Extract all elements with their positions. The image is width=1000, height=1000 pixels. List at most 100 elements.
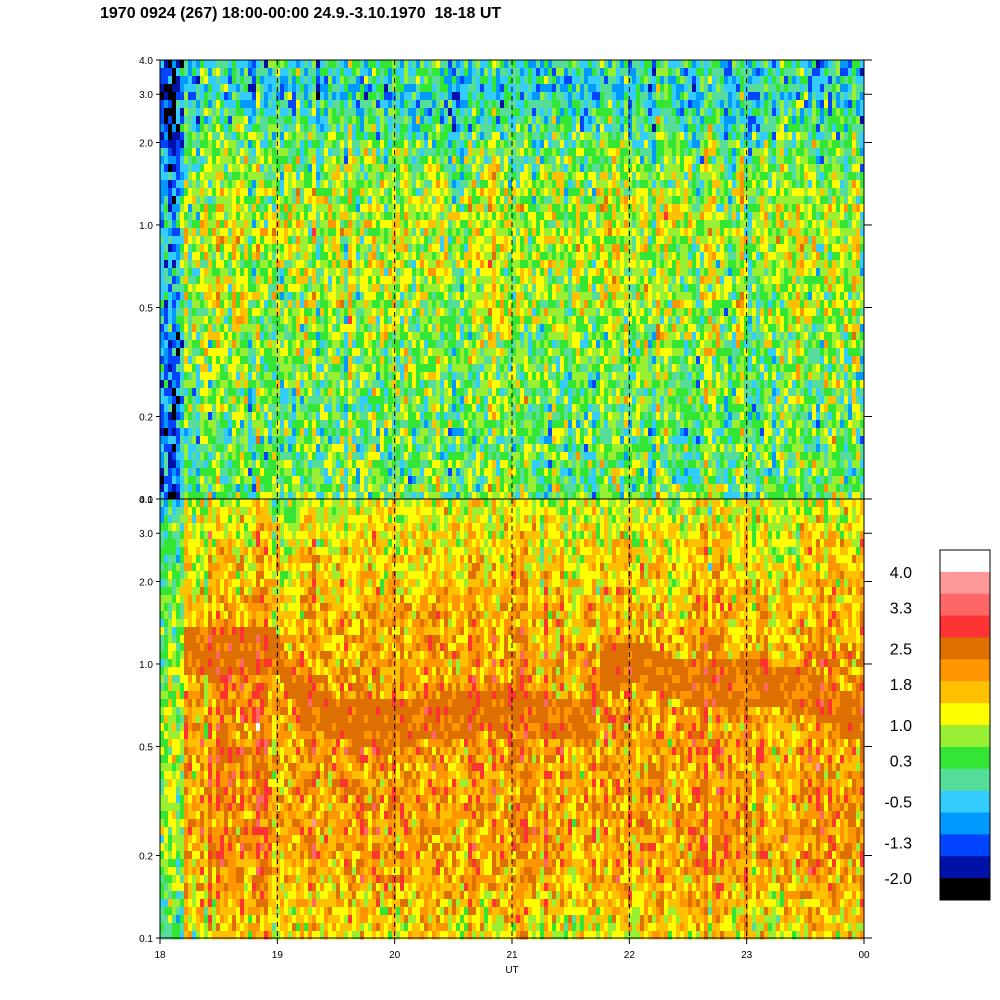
heatmap-cell	[364, 452, 369, 461]
heatmap-cell	[368, 212, 373, 221]
heatmap-cell	[508, 244, 513, 253]
heatmap-cell	[380, 348, 385, 357]
heatmap-cell	[432, 180, 437, 189]
heatmap-cell	[316, 84, 321, 93]
heatmap-cell	[232, 340, 237, 349]
heatmap-cell	[380, 492, 385, 501]
heatmap-cell	[368, 308, 373, 317]
heatmap-cell	[160, 468, 165, 477]
heatmap-cell	[488, 332, 493, 341]
heatmap-cell	[484, 212, 489, 221]
heatmap-cell	[304, 420, 309, 429]
heatmap-cell	[164, 468, 169, 477]
heatmap-cell	[468, 268, 473, 277]
heatmap-cell	[188, 276, 193, 285]
heatmap-cell	[312, 444, 317, 453]
heatmap-cell	[268, 228, 273, 237]
heatmap-cell	[404, 292, 409, 301]
heatmap-cell	[432, 388, 437, 397]
heatmap-cell	[180, 212, 185, 221]
heatmap-cell	[244, 196, 249, 205]
heatmap-cell	[504, 380, 509, 389]
heatmap-cell	[212, 180, 217, 189]
heatmap-cell	[192, 316, 197, 325]
heatmap-cell	[252, 444, 257, 453]
heatmap-cell	[280, 236, 285, 245]
heatmap-cell	[336, 340, 341, 349]
heatmap-cell	[260, 188, 265, 197]
heatmap-cell	[244, 404, 249, 413]
heatmap-cell	[288, 396, 293, 405]
heatmap-cell	[200, 484, 205, 493]
heatmap-cell	[348, 412, 353, 421]
heatmap-cell	[260, 196, 265, 205]
heatmap-cell	[480, 388, 485, 397]
heatmap-cell	[448, 332, 453, 341]
heatmap-cell	[216, 236, 221, 245]
heatmap-cell	[264, 484, 269, 493]
heatmap-cell	[460, 444, 465, 453]
heatmap-cell	[332, 436, 337, 445]
heatmap-cell	[332, 332, 337, 341]
heatmap-cell	[268, 268, 273, 277]
heatmap-cell	[500, 292, 505, 301]
heatmap-cell	[416, 492, 421, 501]
heatmap-cell	[264, 92, 269, 101]
heatmap-cell	[384, 404, 389, 413]
heatmap-cell	[320, 124, 325, 133]
heatmap-cell	[328, 276, 333, 285]
heatmap-cell	[396, 364, 401, 373]
heatmap-cell	[280, 356, 285, 365]
heatmap-cell	[212, 316, 217, 325]
heatmap-cell	[280, 420, 285, 429]
heatmap-cell	[304, 340, 309, 349]
heatmap-cell	[396, 188, 401, 197]
heatmap-cell	[308, 76, 313, 85]
heatmap-cell	[512, 204, 517, 213]
heatmap-cell	[520, 124, 525, 133]
heatmap-cell	[516, 428, 521, 437]
heatmap-cell	[372, 364, 377, 373]
heatmap-cell	[160, 420, 165, 429]
heatmap-cell	[244, 156, 249, 165]
heatmap-cell	[280, 180, 285, 189]
heatmap-cell	[460, 156, 465, 165]
heatmap-cell	[372, 124, 377, 133]
heatmap-cell	[472, 292, 477, 301]
heatmap-cell	[256, 436, 261, 445]
heatmap-cell	[296, 100, 301, 109]
heatmap-cell	[384, 148, 389, 157]
heatmap-cell	[512, 308, 517, 317]
heatmap-cell	[436, 356, 441, 365]
heatmap-cell	[216, 284, 221, 293]
heatmap-cell	[228, 244, 233, 253]
heatmap-cell	[220, 220, 225, 229]
heatmap-cell	[208, 404, 213, 413]
heatmap-cell	[448, 180, 453, 189]
heatmap-cell	[328, 236, 333, 245]
heatmap-cell	[472, 132, 477, 141]
heatmap-cell	[436, 84, 441, 93]
heatmap-cell	[396, 140, 401, 149]
heatmap-cell	[184, 372, 189, 381]
heatmap-cell	[404, 484, 409, 493]
heatmap-cell	[512, 452, 517, 461]
heatmap-cell	[460, 124, 465, 133]
heatmap-cell	[328, 412, 333, 421]
heatmap-cell	[348, 356, 353, 365]
heatmap-cell	[204, 324, 209, 333]
heatmap-cell	[376, 204, 381, 213]
heatmap-cell	[204, 124, 209, 133]
heatmap-cell	[420, 164, 425, 173]
heatmap-cell	[264, 444, 269, 453]
heatmap-cell	[260, 492, 265, 501]
heatmap-cell	[516, 492, 521, 501]
heatmap-cell	[204, 84, 209, 93]
heatmap-cell	[480, 156, 485, 165]
heatmap-cell	[196, 420, 201, 429]
heatmap-cell	[204, 332, 209, 341]
heatmap-cell	[416, 404, 421, 413]
heatmap-cell	[260, 436, 265, 445]
heatmap-cell	[236, 428, 241, 437]
heatmap-cell	[460, 172, 465, 181]
